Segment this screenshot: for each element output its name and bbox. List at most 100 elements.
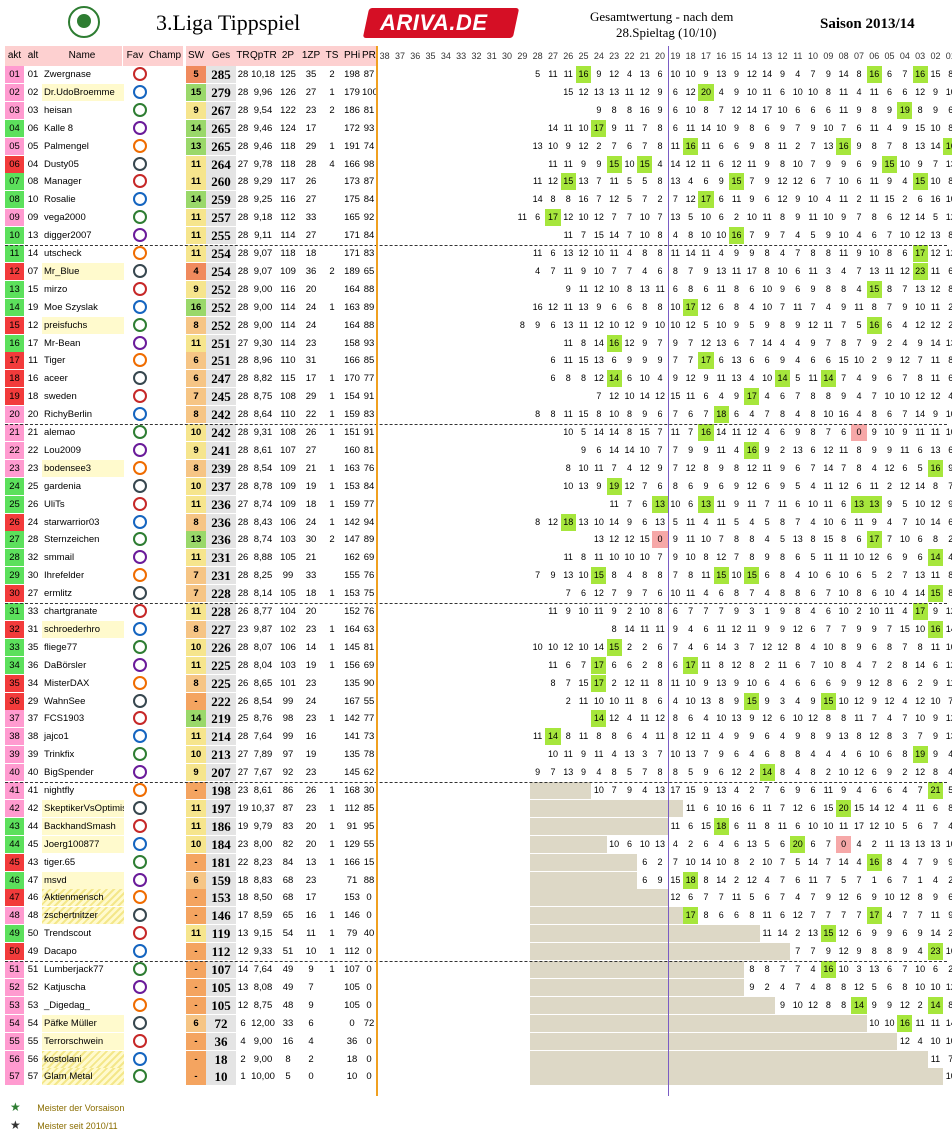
player-name[interactable]: fliege77	[44, 641, 78, 653]
spieltag-points: 12	[746, 427, 757, 437]
one-point-hits: 4	[308, 1035, 314, 1047]
player-name[interactable]: schroederhro	[42, 620, 124, 638]
player-name[interactable]: Rosalie	[44, 194, 76, 206]
spieltag-points: 11	[808, 212, 818, 223]
season-label: Saison 2013/14	[820, 16, 915, 32]
one-point-hits: 24	[305, 516, 317, 528]
spieltag-points: 4	[734, 785, 740, 795]
player-name[interactable]: gardenia	[44, 480, 81, 492]
player-name[interactable]: Mr_Blue	[42, 262, 124, 280]
ariva-logo-text[interactable]: ARIVA.DE	[380, 10, 488, 35]
tip-count-ts	[322, 1015, 342, 1032]
player-name[interactable]: heisan	[44, 104, 72, 116]
player-name[interactable]: Manager	[44, 176, 82, 188]
spieltag-points: 12	[915, 230, 926, 241]
total-points: 107	[206, 961, 236, 978]
player-name[interactable]: jajco1	[44, 731, 69, 743]
player-name[interactable]: utscheck	[44, 248, 82, 259]
spieltag-points: 11	[762, 802, 772, 813]
player-name[interactable]: nightfly	[44, 785, 75, 796]
points-per-tip: 10,00	[251, 1071, 275, 1083]
spieltag-points: 17	[866, 907, 882, 925]
player-name[interactable]: Glam Metal	[42, 1068, 124, 1086]
player-name[interactable]: digger2007	[44, 230, 92, 242]
player-name[interactable]: Sternzeichen	[44, 534, 100, 546]
spieltag-points: 10	[823, 659, 834, 670]
player-name[interactable]: Aktienmensch	[42, 889, 124, 907]
spieltag-points: 9	[856, 104, 862, 115]
player-name[interactable]: RichyBerlin	[44, 409, 93, 421]
spieltag-points: 4	[856, 230, 862, 241]
spieltag-points: 6	[825, 570, 831, 581]
player-name[interactable]: SkeptikerVsOptimist	[42, 799, 124, 817]
player-name[interactable]: Katjuscha	[44, 981, 86, 993]
player-name[interactable]: Lou2009	[44, 444, 81, 456]
player-name[interactable]: Moe Szyslak	[44, 301, 98, 313]
player-name[interactable]: kostolani	[42, 1050, 124, 1068]
player-name[interactable]: UliTs	[44, 498, 65, 510]
spieltag-points: 2	[611, 677, 617, 688]
player-name[interactable]: smmail	[44, 552, 75, 564]
player-name[interactable]: bodensee3	[42, 459, 124, 477]
spieltag-points: 8	[657, 606, 663, 616]
spieltag-points: 9	[825, 158, 831, 169]
points-rueckrunde: 81	[363, 641, 375, 653]
player-name[interactable]: Zwergnase	[44, 69, 91, 80]
points-rueckrunde: 73	[363, 731, 375, 743]
spieltag-points: 5	[779, 534, 785, 545]
player-name[interactable]: vega2000	[44, 212, 86, 224]
player-name[interactable]: BackhandSmash	[42, 817, 124, 835]
player-name[interactable]: Lumberjack77	[44, 964, 104, 975]
two-point-hits: 105	[280, 588, 296, 600]
spieltag-points: 7	[795, 391, 801, 402]
player-name[interactable]: alemao	[44, 427, 76, 438]
tips-count: 28	[237, 534, 249, 546]
points-rueckrunde: 69	[363, 552, 375, 564]
player-name[interactable]: WahnSee	[44, 695, 86, 707]
col-spieltag-15: 15	[728, 46, 745, 66]
spieltag-points: 7	[642, 767, 648, 778]
player-name[interactable]: Kalle 8	[44, 122, 74, 134]
spieltag-points: 10	[915, 981, 926, 992]
player-name[interactable]: DaBörsler	[44, 659, 87, 671]
rank-previous: 16	[27, 373, 39, 385]
player-name[interactable]: MisterDAX	[44, 677, 90, 689]
player-name[interactable]: preisfuchs	[42, 316, 124, 334]
player-name[interactable]: mirzo	[44, 283, 68, 295]
player-name[interactable]: sweden	[44, 391, 77, 403]
spieltag-points: 11	[930, 265, 941, 276]
player-name[interactable]: FCS1903	[44, 713, 85, 725]
player-name[interactable]: starwarrior03	[44, 516, 100, 528]
spieltag-points: 10	[578, 606, 589, 616]
player-name[interactable]: Tiger	[44, 355, 66, 367]
spieltag-points: 14	[915, 409, 926, 420]
player-name[interactable]: aceer	[44, 373, 68, 385]
table-row: 52 52 Katjuscha -105 13 8,08 49 7 105 0 9 2 4 7 4 8 8 12 5…	[5, 978, 952, 996]
player-name[interactable]: Palmengel	[44, 140, 89, 152]
player-name[interactable]: Mr-Bean	[44, 337, 81, 349]
weekly-points: 14	[186, 191, 206, 209]
player-name[interactable]: Dusty05	[44, 158, 79, 170]
player-name[interactable]: Dr.UdoBroemme	[42, 83, 124, 101]
player-name[interactable]: zschertnitzer	[42, 907, 124, 925]
spieltag-points: 17	[591, 674, 607, 692]
player-name[interactable]: tiger.65	[44, 856, 76, 868]
player-name[interactable]: Dacapo	[44, 946, 77, 958]
one-point-hits: 22	[305, 409, 317, 421]
player-name[interactable]: Päfke Müller	[42, 1014, 124, 1032]
player-name[interactable]: Trendscout	[44, 928, 92, 940]
spieltag-points: 10	[838, 176, 849, 187]
player-name[interactable]: Terrorschwein	[42, 1032, 124, 1050]
spieltag-points: 16	[532, 301, 543, 312]
player-name[interactable]: BigSpender	[44, 767, 94, 779]
player-name[interactable]: msvd	[42, 871, 124, 889]
player-name[interactable]: chartgranate	[44, 606, 98, 617]
points-rueckrunde: 89	[363, 301, 375, 313]
player-name[interactable]: Joerg100877	[42, 835, 124, 853]
player-name[interactable]: _Digedag_	[44, 999, 90, 1011]
rank-current: 32	[5, 620, 24, 638]
player-name[interactable]: Trinkfix	[44, 749, 75, 761]
total-points: 265	[206, 119, 236, 137]
player-name[interactable]: Ihrefelder	[44, 570, 85, 582]
player-name[interactable]: ermlitz	[44, 588, 72, 600]
